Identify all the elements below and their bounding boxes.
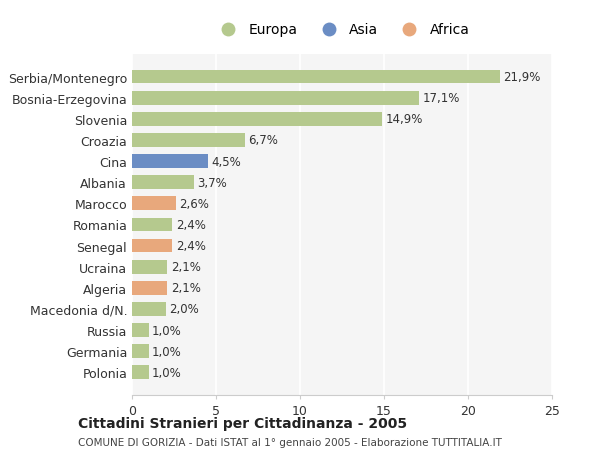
Text: 1,0%: 1,0% <box>152 366 182 379</box>
Bar <box>132 302 166 316</box>
Bar <box>132 239 172 253</box>
Text: COMUNE DI GORIZIA - Dati ISTAT al 1° gennaio 2005 - Elaborazione TUTTITALIA.IT: COMUNE DI GORIZIA - Dati ISTAT al 1° gen… <box>78 437 502 447</box>
Text: 3,7%: 3,7% <box>197 176 227 189</box>
Bar <box>132 281 167 295</box>
Text: 2,1%: 2,1% <box>170 261 200 274</box>
Text: 14,9%: 14,9% <box>386 113 423 126</box>
Text: 2,1%: 2,1% <box>170 282 200 295</box>
Bar <box>132 260 167 274</box>
Bar <box>132 92 419 105</box>
Text: 17,1%: 17,1% <box>422 92 460 105</box>
Bar <box>132 218 172 232</box>
Bar <box>132 197 176 211</box>
Text: 2,0%: 2,0% <box>169 303 199 316</box>
Text: Cittadini Stranieri per Cittadinanza - 2005: Cittadini Stranieri per Cittadinanza - 2… <box>78 416 407 430</box>
Text: 4,5%: 4,5% <box>211 155 241 168</box>
Bar <box>132 155 208 168</box>
Text: 2,4%: 2,4% <box>176 218 206 231</box>
Legend: Europa, Asia, Africa: Europa, Asia, Africa <box>209 18 475 43</box>
Text: 2,4%: 2,4% <box>176 240 206 252</box>
Bar <box>132 345 149 358</box>
Text: 2,6%: 2,6% <box>179 197 209 210</box>
Bar <box>132 366 149 379</box>
Bar <box>132 176 194 190</box>
Text: 6,7%: 6,7% <box>248 134 278 147</box>
Bar <box>132 71 500 84</box>
Bar <box>132 134 245 147</box>
Text: 21,9%: 21,9% <box>503 71 541 84</box>
Bar <box>132 112 382 126</box>
Text: 1,0%: 1,0% <box>152 345 182 358</box>
Bar <box>132 324 149 337</box>
Text: 1,0%: 1,0% <box>152 324 182 337</box>
